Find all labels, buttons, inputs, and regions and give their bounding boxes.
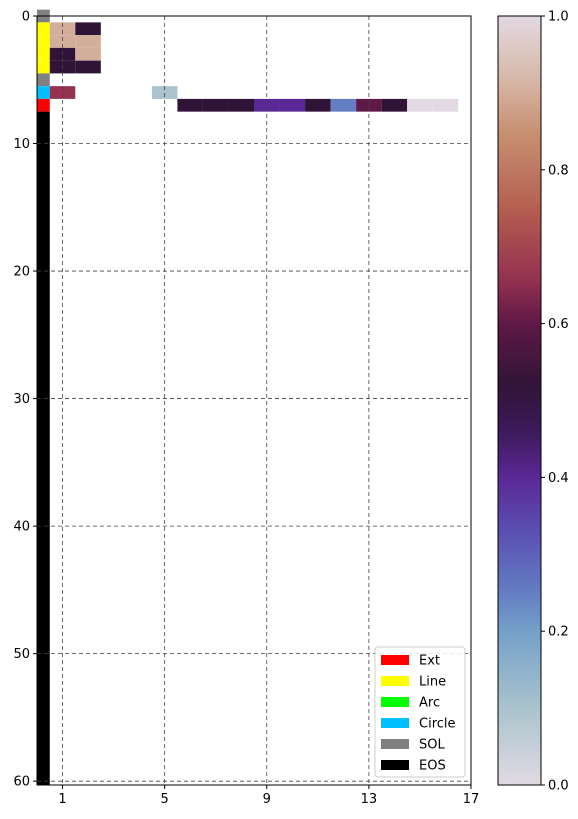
heatmap-cell [75,60,101,74]
plot-area: 1 5 9 13 17 0 10 20 30 40 50 60 [13,10,479,808]
heatmap-cell [356,98,382,112]
colorbar-tick-label: 1.0 [548,10,569,25]
row-type-cell-eos [37,111,50,785]
heatmap-cell [49,86,76,99]
heatmap-cell [381,98,408,112]
heatmap-cell [228,98,254,112]
heatmap-cell [75,35,101,48]
legend-label: Circle [419,717,456,732]
row-type-cell-sol [37,73,50,87]
heatmap-cell [49,35,76,48]
heatmap-cell [75,22,101,36]
x-tick-label: 5 [161,792,169,807]
heatmap-cell [432,98,459,112]
legend-label: EOS [419,759,446,774]
legend-swatch [381,655,409,665]
x-tick-label: 1 [58,792,66,807]
legend-label: Line [419,675,446,690]
legend: Ext Line Arc Circle SOL EOS [374,646,466,778]
heatmap-cell [407,98,433,112]
x-tick-label: 13 [361,792,378,807]
legend-label: Ext [419,654,440,669]
row-type-cell-line [37,47,50,61]
colorbar: 0.0 0.2 0.4 0.6 0.8 1.0 [497,10,569,794]
colorbar-tick-label: 0.0 [548,779,569,794]
row-type-cell-ext [37,98,50,112]
legend-swatch [381,697,409,707]
y-tick-label: 40 [13,520,30,535]
legend-swatch [381,760,409,770]
y-tick-label: 50 [13,647,30,662]
heatmap-cell [279,98,306,112]
y-tick-label: 0 [22,10,30,25]
legend-label: SOL [419,738,445,753]
x-tick-label: 9 [263,792,271,807]
legend-label: Arc [419,696,440,711]
row-type-cell-circle [37,86,50,99]
legend-swatch [381,718,409,728]
colorbar-tick-label: 0.8 [548,163,569,178]
heatmap-cell [49,22,76,36]
row-type-cell-line [37,60,50,74]
colorbar-tick-label: 0.6 [548,317,569,332]
heatmap-cell [202,98,229,112]
colorbar-tick-label: 0.4 [548,471,569,486]
axes-frame [36,15,472,786]
heatmap-cell [254,98,280,112]
y-tick-label: 60 [13,775,30,790]
colorbar-bar [497,15,542,786]
x-tick-label: 17 [463,792,480,807]
row-type-cell-line [37,35,50,48]
legend-swatch [381,676,409,686]
heatmap-cell [151,86,178,99]
colorbar-tick-label: 0.2 [548,625,569,640]
heatmap-cell [177,98,203,112]
y-tick-label: 20 [13,265,30,280]
heatmap-cell [75,47,101,61]
legend-swatch [381,739,409,749]
y-tick-label: 10 [13,137,30,152]
y-tick-label: 30 [13,392,30,407]
heatmap-cell [330,98,357,112]
heatmap-cell [305,98,331,112]
row-type-cell-line [37,22,50,36]
